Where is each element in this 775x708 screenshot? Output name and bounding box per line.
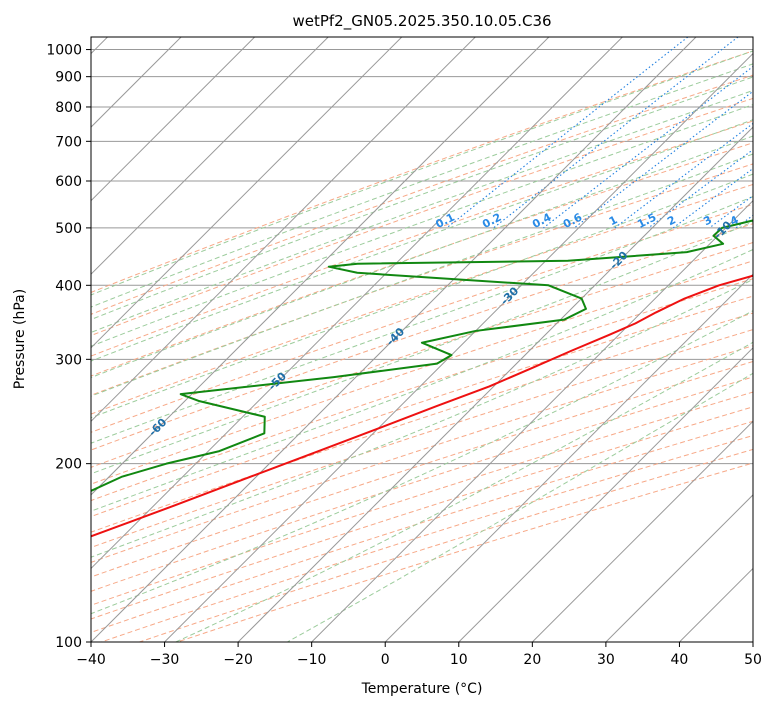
isotherm-line [384, 273, 753, 642]
isotherm-line [237, 126, 753, 642]
sounding-profiles [91, 219, 753, 538]
moist-adiabat-line [91, 76, 753, 321]
mixing-ratio-line [543, 65, 753, 229]
moist-adiabat-line [91, 173, 753, 419]
mixing-ratio-lines [446, 37, 753, 229]
x-tick-label: −30 [150, 652, 180, 668]
moist-adiabat-line [91, 104, 753, 347]
dry-adiabat-line [91, 278, 753, 502]
y-tick-label: 800 [55, 100, 82, 116]
isotherm-line [310, 199, 753, 642]
x-tick-label: −40 [76, 652, 106, 668]
isotherm-line [531, 420, 753, 642]
dry-adiabat-line [91, 163, 753, 396]
x-tick-label: 0 [381, 652, 390, 668]
isotherm-line [91, 37, 329, 275]
dry-adiabat-line [91, 50, 753, 293]
x-tick-label: −20 [223, 652, 253, 668]
moist-adiabat-line [91, 119, 753, 362]
pressure-gridlines [91, 49, 753, 642]
x-tick-label: 40 [671, 652, 689, 668]
isotherm-line [605, 494, 753, 642]
isotherm-line [163, 52, 753, 642]
mixing-ratio-line [493, 37, 739, 229]
dewpoint-profile-line [91, 219, 753, 492]
x-tick-label: −10 [297, 652, 327, 668]
dry-adiabats [91, 50, 753, 642]
dry-adiabat-line [91, 329, 753, 548]
x-tick-label: 50 [744, 652, 762, 668]
dry-adiabat-line [91, 295, 753, 518]
plot-area: -100-90-80-70-60-50-40-30-20-10010203040… [91, 37, 753, 642]
isotherm-line [91, 37, 256, 202]
isotherm-line [91, 37, 550, 496]
isotherm-line [91, 37, 477, 423]
dry-adiabat-line [91, 74, 753, 315]
isotherm-line [91, 37, 697, 642]
y-tick-label: 400 [55, 278, 82, 294]
y-axis-ticks: 100 200 300 400 500 600 700 800 900 1000 [46, 43, 91, 651]
moist-adiabat-line [175, 341, 753, 642]
y-tick-label: 200 [55, 457, 82, 473]
y-axis-label: Pressure (hPa) [12, 289, 28, 389]
chart-title: wetPf2_GN05.2025.350.10.05.C36 [292, 12, 551, 31]
x-tick-label: 10 [450, 652, 468, 668]
dry-adiabat-line [91, 260, 753, 485]
moist-adiabat-line [91, 278, 753, 558]
isotherm-line [91, 37, 624, 570]
x-tick-label: 20 [523, 652, 541, 668]
isotherm-line [91, 37, 403, 349]
plot-frame [90, 36, 754, 643]
temperature-profile-line [91, 274, 753, 538]
dry-adiabat-line [91, 312, 753, 533]
y-tick-label: 1000 [46, 43, 82, 59]
dry-adiabat-line [91, 120, 753, 357]
isotherm-line [458, 347, 753, 642]
mixing-ratio-line [614, 122, 753, 229]
y-tick-label: 300 [55, 352, 82, 368]
y-tick-label: 500 [55, 221, 82, 237]
y-tick-label: 900 [55, 70, 82, 86]
moist-adiabat-line [91, 196, 753, 444]
x-axis-label: Temperature (°C) [361, 681, 483, 697]
y-tick-label: 700 [55, 134, 82, 150]
mixing-ratio-line [446, 37, 689, 229]
x-tick-label: 30 [597, 652, 615, 668]
dry-adiabat-line [91, 183, 753, 415]
isotherms [91, 37, 753, 642]
y-tick-label: 600 [55, 174, 82, 190]
moist-adiabat-line [91, 63, 753, 308]
y-tick-label: 100 [55, 635, 82, 651]
x-axis-ticks: −40 −30 −20 −10 0 10 20 30 40 50 [76, 642, 762, 668]
